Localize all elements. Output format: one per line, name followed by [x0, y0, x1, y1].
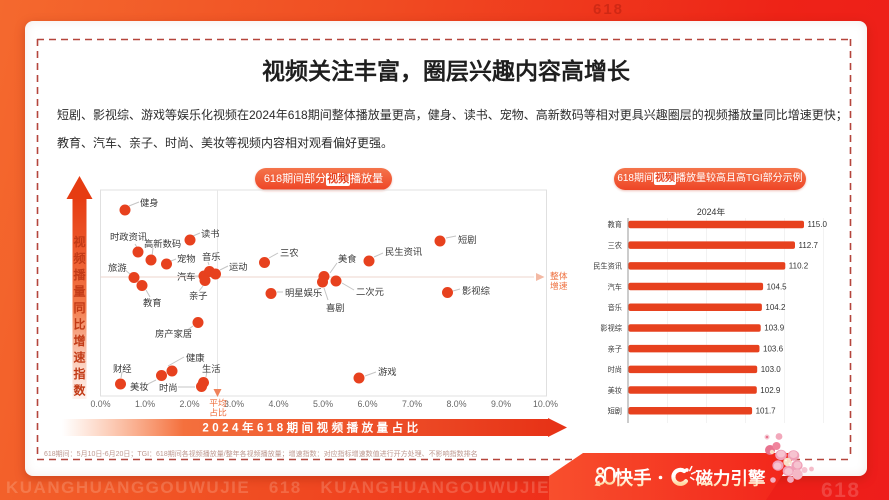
svg-text:播: 播: [73, 267, 86, 282]
svg-text:时尚: 时尚: [159, 382, 178, 393]
svg-text:112.7: 112.7: [799, 241, 819, 250]
svg-text:6.0%: 6.0%: [357, 399, 377, 409]
svg-text:115.0: 115.0: [808, 220, 828, 229]
svg-text:明星娱乐: 明星娱乐: [285, 287, 322, 298]
svg-text:5.0%: 5.0%: [313, 399, 333, 409]
svg-text:101.7: 101.7: [756, 407, 777, 416]
svg-text:运动: 运动: [229, 262, 248, 272]
svg-text:3.0%: 3.0%: [224, 399, 244, 409]
svg-text:汽车: 汽车: [608, 282, 622, 291]
svg-text:旅游: 旅游: [108, 262, 127, 273]
svg-text:4.0%: 4.0%: [268, 399, 288, 409]
svg-text:103.6: 103.6: [763, 344, 784, 353]
svg-text:音乐: 音乐: [608, 303, 622, 312]
svg-text:财经: 财经: [113, 363, 132, 374]
svg-text:教育: 教育: [608, 220, 622, 229]
svg-text:103.9: 103.9: [764, 324, 785, 333]
svg-text:103.0: 103.0: [761, 365, 782, 374]
svg-text:健康: 健康: [186, 352, 205, 363]
svg-text:量: 量: [73, 285, 85, 299]
svg-text:增: 增: [73, 333, 85, 348]
svg-text:增速: 增速: [550, 280, 568, 291]
svg-text:三农: 三农: [280, 247, 299, 258]
svg-text:美妆: 美妆: [608, 386, 622, 395]
svg-text:音乐: 音乐: [202, 251, 221, 262]
svg-text:健身: 健身: [140, 197, 159, 208]
svg-text:影视综: 影视综: [600, 324, 622, 333]
svg-text:速: 速: [73, 350, 85, 365]
svg-text:二次元: 二次元: [356, 286, 384, 297]
svg-text:民生资讯: 民生资讯: [385, 246, 422, 257]
svg-text:2024年: 2024年: [697, 206, 726, 217]
svg-text:1.0%: 1.0%: [135, 399, 155, 409]
svg-text:读书: 读书: [201, 228, 220, 239]
svg-text:同: 同: [73, 301, 85, 315]
svg-text:游戏: 游戏: [378, 366, 397, 377]
svg-text:房产家居: 房产家居: [155, 328, 192, 339]
svg-text:7.0%: 7.0%: [402, 399, 422, 409]
svg-text:占比: 占比: [209, 407, 227, 418]
svg-text:美食: 美食: [338, 253, 357, 264]
svg-text:104.5: 104.5: [767, 282, 788, 291]
svg-text:10.0%: 10.0%: [533, 399, 558, 409]
svg-text:汽车: 汽车: [177, 271, 196, 282]
svg-text:美妆: 美妆: [130, 381, 149, 392]
svg-text:指: 指: [73, 366, 85, 381]
svg-text:三农: 三农: [608, 241, 622, 250]
svg-text:平均: 平均: [209, 397, 227, 408]
svg-text:数: 数: [73, 383, 86, 398]
svg-text:短剧: 短剧: [608, 407, 622, 416]
svg-text:快手: 快手: [615, 468, 652, 489]
svg-text:8.0%: 8.0%: [446, 399, 466, 409]
svg-text:影视综: 影视综: [462, 285, 490, 296]
svg-text:102.9: 102.9: [760, 386, 781, 395]
svg-text:喜剧: 喜剧: [326, 302, 345, 313]
svg-text:短剧: 短剧: [458, 234, 477, 245]
svg-text:生活: 生活: [202, 363, 221, 374]
svg-text:亲子: 亲子: [608, 344, 622, 353]
svg-text:民生资讯: 民生资讯: [593, 262, 622, 271]
svg-text:110.2: 110.2: [789, 262, 809, 271]
svg-text:104.2: 104.2: [765, 303, 786, 312]
svg-text:高新数码: 高新数码: [144, 238, 181, 249]
svg-text:2.0%: 2.0%: [179, 399, 199, 409]
svg-text:整体: 整体: [550, 270, 568, 281]
svg-text:比: 比: [73, 317, 85, 332]
svg-text:视: 视: [73, 234, 85, 249]
svg-text:时尚: 时尚: [608, 365, 622, 374]
svg-text:亲子: 亲子: [189, 290, 208, 301]
svg-text:9.0%: 9.0%: [491, 399, 511, 409]
svg-text:频: 频: [73, 251, 85, 266]
svg-text:时政资讯: 时政资讯: [110, 231, 147, 242]
svg-text:磁力引擎: 磁力引擎: [696, 469, 766, 489]
svg-text:618: 618: [821, 479, 861, 500]
svg-text:2024年618期间视频播放量占比: 2024年618期间视频播放量占比: [202, 421, 421, 435]
svg-text:教育: 教育: [143, 297, 162, 308]
svg-text:宠物: 宠物: [177, 253, 196, 264]
svg-text:0.0%: 0.0%: [90, 399, 110, 409]
